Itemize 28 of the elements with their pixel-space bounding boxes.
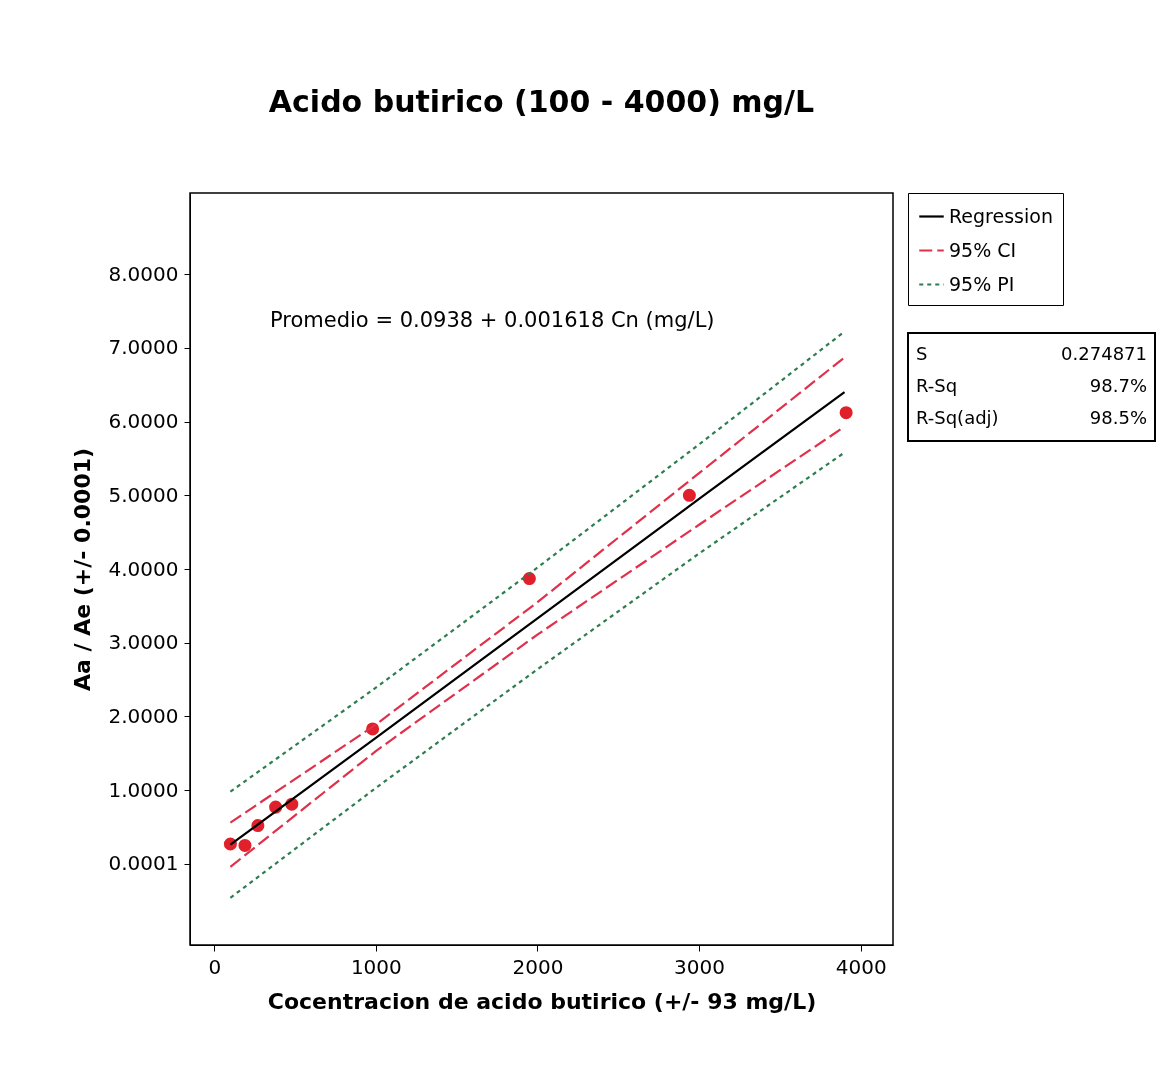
- point: [839, 406, 853, 420]
- y-tick-label: 6.0000: [108, 409, 179, 434]
- y-tick-label: 8.0000: [108, 261, 179, 286]
- x-tick-label: 1000: [350, 954, 402, 979]
- y-tick-label: 1.0000: [108, 777, 179, 802]
- text: R-Sq 98.7%: [916, 375, 1147, 396]
- y-tick-label: 0.0001: [108, 851, 179, 876]
- legend-label: 95% CI: [949, 238, 1017, 261]
- chart-title: Acido butirico (100 - 4000) mg/L: [268, 83, 815, 119]
- x-tick-label: 2000: [512, 954, 564, 979]
- y-tick-label: 2.0000: [108, 703, 179, 728]
- x-axis-title: Cocentracion de acido butirico (+/- 93 mg/L): [267, 988, 817, 1014]
- point: [238, 838, 252, 852]
- legend-label: Regression: [949, 204, 1053, 227]
- text: S 0.274871: [916, 343, 1147, 364]
- x-tick-label: 3000: [674, 954, 726, 979]
- annotation: Promedio = 0.0938 + 0.001618 Cn (mg/L): [270, 308, 715, 332]
- legend-label: 95% PI: [949, 272, 1015, 295]
- y-tick-label: 3.0000: [108, 630, 179, 655]
- point: [682, 488, 696, 502]
- x-tick-label: 0: [208, 954, 222, 979]
- y-tick-label: 4.0000: [108, 556, 179, 581]
- y-tick-label: 5.0000: [108, 482, 179, 507]
- point: [522, 572, 536, 586]
- text: R-Sq(adj) 98.5%: [916, 407, 1147, 428]
- x-tick-label: 4000: [835, 954, 887, 979]
- y-axis-title: Aa / Ae (+/- 0.0001): [69, 447, 95, 692]
- y-tick-label: 7.0000: [108, 335, 179, 360]
